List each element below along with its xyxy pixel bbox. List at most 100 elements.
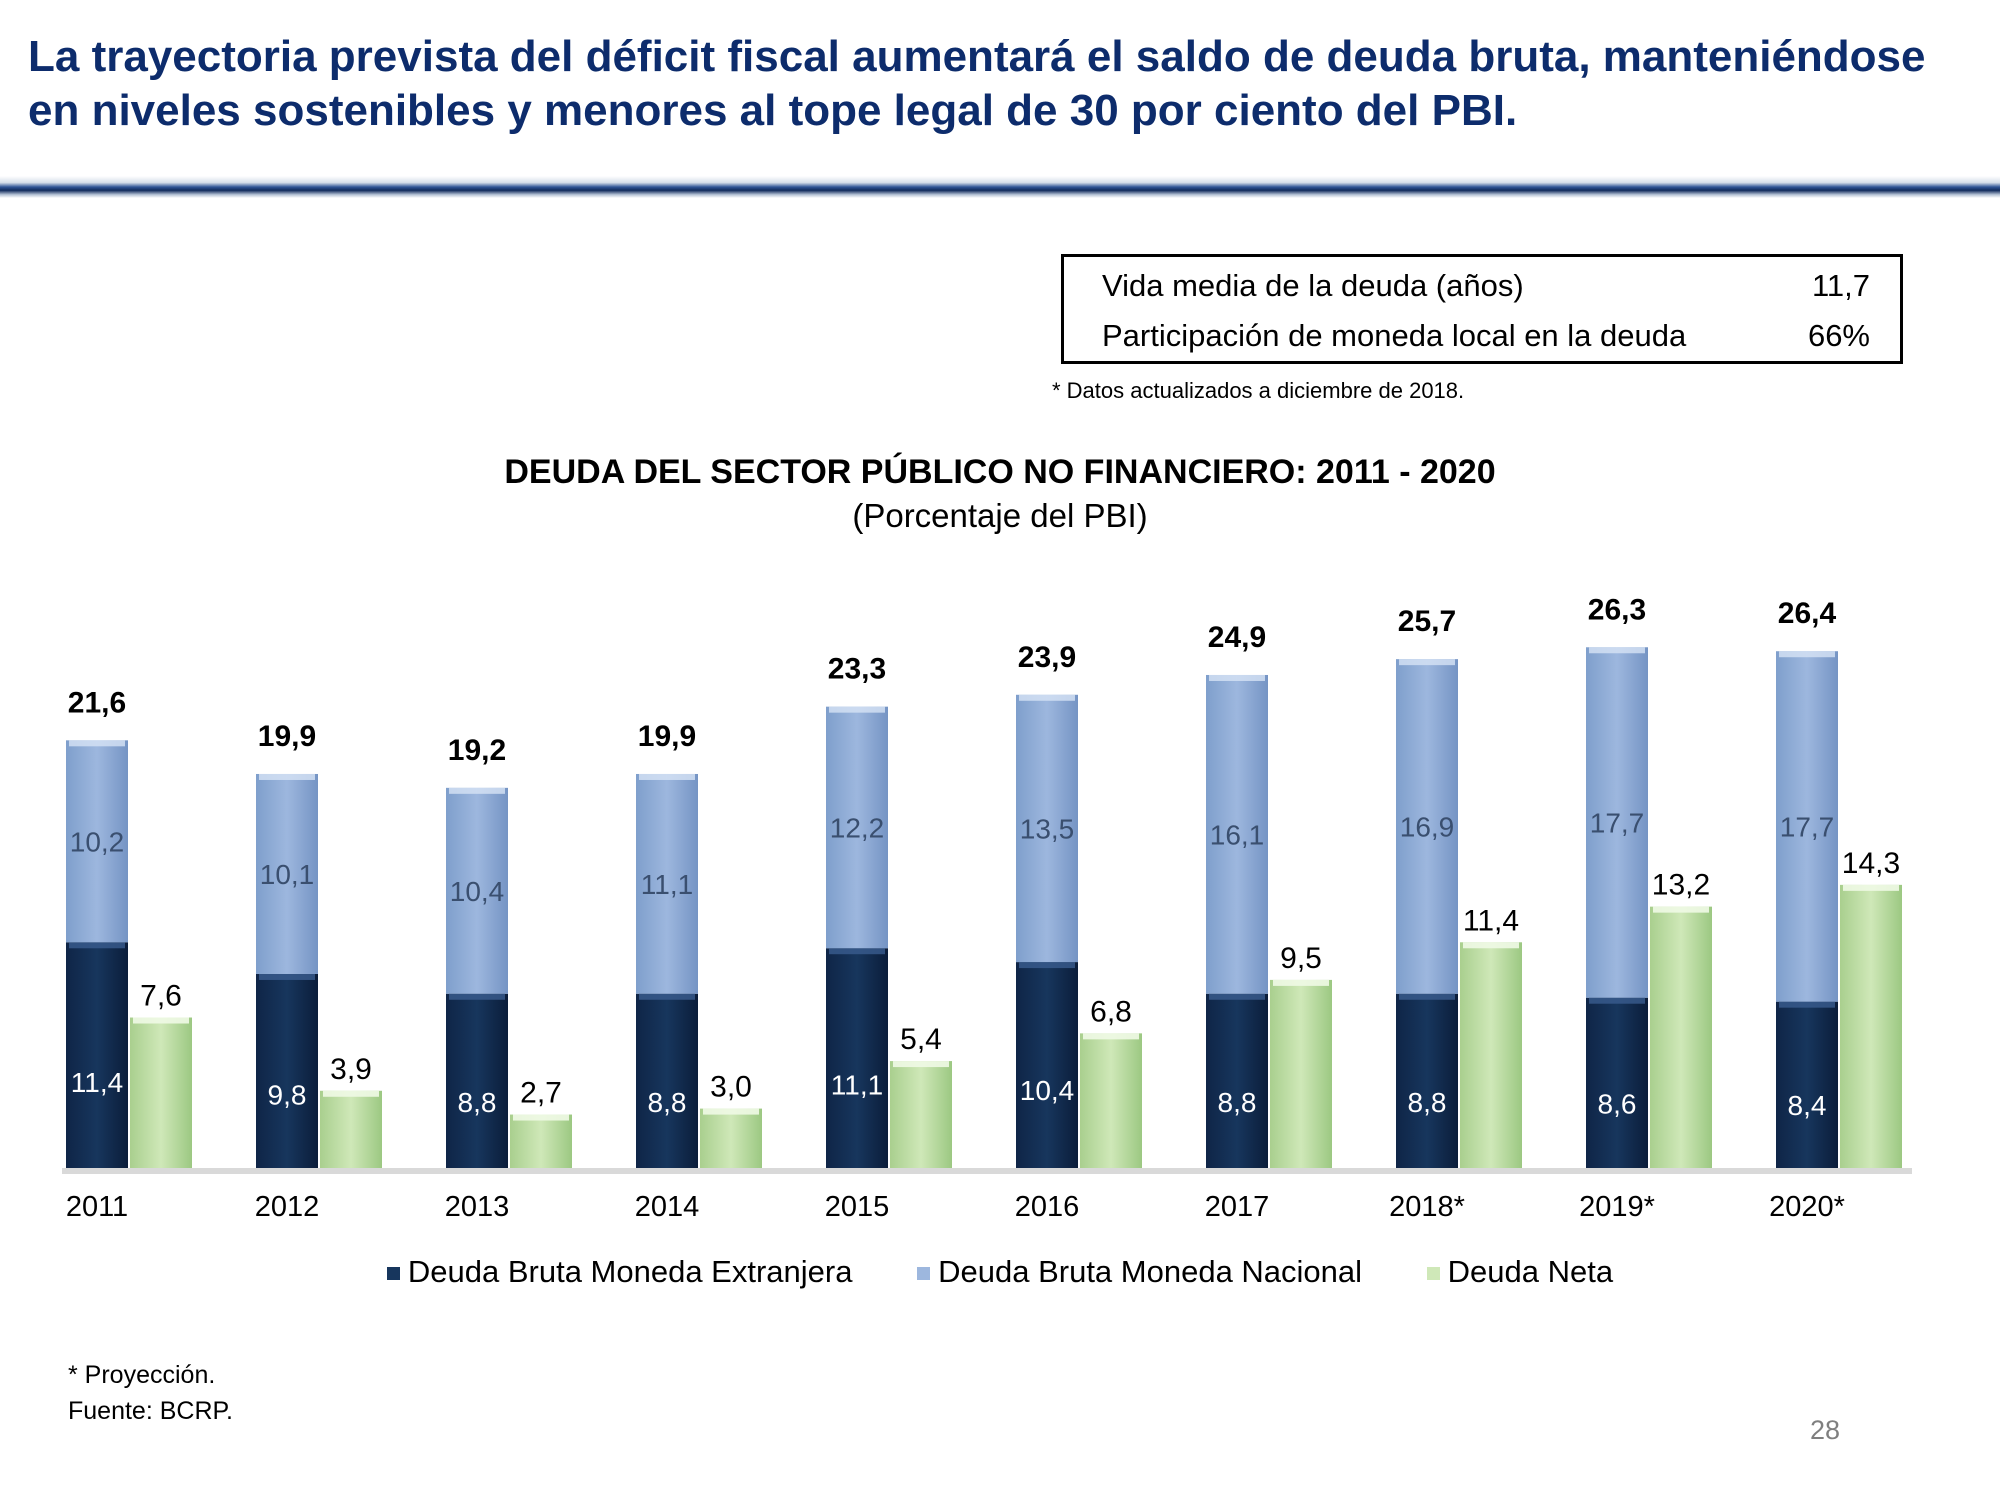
info-row-label: Participación de moneda local en la deud… — [1102, 318, 1687, 353]
data-label-extranjera: 10,4 — [1020, 1075, 1075, 1106]
bar-extranjera-bevel — [1779, 1001, 1835, 1008]
bar-neta — [700, 1108, 762, 1168]
data-label-extranjera: 11,4 — [71, 1067, 123, 1098]
chart-title: DEUDA DEL SECTOR PÚBLICO NO FINANCIERO: … — [504, 453, 1496, 491]
data-label-nacional: 10,1 — [260, 859, 315, 890]
x-tick-label: 2015 — [825, 1191, 890, 1223]
x-tick-label: 2011 — [66, 1191, 128, 1223]
bar-extranjera-bevel — [639, 993, 695, 1000]
bar-nacional — [1016, 694, 1078, 963]
stack-total-label: 26,4 — [1778, 597, 1837, 630]
bar-extranjera — [1016, 962, 1078, 1168]
data-label-nacional: 13,5 — [1020, 813, 1075, 844]
bar-neta-bevel — [1083, 1033, 1139, 1040]
info-row-average-life: Vida media de la deuda (años) 11,7 — [1102, 261, 1870, 311]
bar-nacional — [826, 706, 888, 949]
legend-swatch-nacional — [917, 1267, 931, 1281]
bar-extranjera — [1586, 997, 1648, 1168]
bar-neta-bevel — [1463, 942, 1519, 949]
bar-neta — [1080, 1033, 1142, 1168]
bar-extranjera — [446, 993, 508, 1168]
bar-neta — [320, 1090, 382, 1168]
bar-neta — [1650, 906, 1712, 1168]
bar-nacional — [1206, 674, 1268, 994]
data-label-neta: 11,4 — [1463, 904, 1519, 937]
stack-total-label: 19,2 — [448, 734, 506, 767]
legend-swatch-neta — [1426, 1267, 1440, 1281]
bar-extranjera — [1776, 1001, 1838, 1168]
bar-extranjera-bevel — [1019, 962, 1075, 969]
debt-info-table: Vida media de la deuda (años) 11,7 Parti… — [1061, 254, 1903, 364]
data-label-nacional: 16,1 — [1210, 819, 1265, 850]
legend-item-nacional: Deuda Bruta Moneda Nacional — [917, 1254, 1362, 1290]
bar-neta-bevel — [323, 1090, 379, 1097]
x-tick-label: 2012 — [255, 1191, 320, 1223]
bar-neta — [130, 1017, 192, 1168]
title-divider — [0, 176, 2000, 198]
stack-total-label: 19,9 — [638, 720, 696, 753]
bar-nacional-bevel — [449, 787, 505, 794]
x-tick-label: 2016 — [1015, 1191, 1080, 1223]
bar-neta — [1840, 884, 1902, 1168]
bar-neta — [1270, 979, 1332, 1168]
stack-total-label: 19,9 — [258, 720, 316, 753]
data-label-neta: 7,6 — [140, 980, 182, 1013]
bar-nacional — [256, 773, 318, 974]
bar-extranjera — [636, 993, 698, 1168]
bar-nacional-bevel — [639, 773, 695, 780]
x-tick-label: 2019* — [1579, 1191, 1655, 1223]
bar-nacional — [66, 740, 128, 943]
debt-bar-chart: 11,4 10,2 7,6 21,6 2011 9,8 10,1 3,9 19,9 2012 8,8… — [62, 593, 1912, 1223]
data-label-neta: 3,9 — [330, 1053, 372, 1086]
bar-extranjera — [66, 942, 128, 1168]
bar-nacional-bevel — [1779, 651, 1835, 658]
data-label-neta: 5,4 — [900, 1023, 942, 1056]
bar-neta-bevel — [1843, 884, 1899, 891]
bar-neta — [1460, 942, 1522, 1168]
data-label-extranjera: 8,4 — [1788, 1090, 1827, 1121]
footnote-source: Fuente: BCRP. — [68, 1397, 233, 1425]
footnote: * Proyección. Fuente: BCRP. — [68, 1357, 233, 1429]
bar-nacional-bevel — [69, 740, 125, 747]
bar-nacional-bevel — [1399, 659, 1455, 666]
bar-extranjera-bevel — [829, 948, 885, 955]
stack-total-label: 26,3 — [1588, 593, 1646, 626]
data-label-nacional: 12,2 — [830, 812, 885, 843]
data-label-neta: 3,0 — [710, 1071, 752, 1104]
bar-neta-bevel — [133, 1017, 189, 1024]
bar-extranjera — [1206, 993, 1268, 1168]
stack-total-label: 23,3 — [828, 653, 886, 686]
bar-extranjera — [1396, 993, 1458, 1168]
data-label-extranjera: 11,1 — [831, 1069, 883, 1100]
data-label-neta: 2,7 — [520, 1077, 562, 1110]
data-label-nacional: 17,7 — [1780, 811, 1835, 842]
data-label-extranjera: 8,8 — [1218, 1087, 1257, 1118]
data-label-nacional: 11,1 — [641, 869, 693, 900]
data-label-extranjera: 8,8 — [458, 1087, 497, 1118]
bar-extranjera-bevel — [1589, 997, 1645, 1004]
bar-neta-bevel — [703, 1108, 759, 1115]
bar-neta-bevel — [1653, 906, 1709, 913]
bar-nacional-bevel — [1209, 674, 1265, 681]
stack-total-label: 23,9 — [1018, 641, 1076, 674]
chart-legend: Deuda Bruta Moneda Extranjera Deuda Brut… — [0, 1252, 2000, 1290]
data-label-nacional: 10,2 — [70, 826, 125, 857]
data-label-neta: 9,5 — [1280, 942, 1322, 975]
bar-extranjera — [256, 973, 318, 1168]
bar-nacional — [446, 787, 508, 994]
data-label-neta: 6,8 — [1090, 995, 1132, 1028]
data-label-extranjera: 8,6 — [1598, 1088, 1637, 1119]
stack-total-label: 21,6 — [68, 686, 126, 719]
bar-extranjera-bevel — [1399, 993, 1455, 1000]
chart-subtitle: (Porcentaje del PBI) — [852, 497, 1148, 534]
bar-neta-bevel — [893, 1061, 949, 1068]
bar-nacional-bevel — [1019, 694, 1075, 701]
slide-title: La trayectoria prevista del déficit fisc… — [28, 32, 1926, 135]
footnote-projection: * Proyección. — [68, 1361, 216, 1389]
x-tick-label: 2018* — [1389, 1191, 1465, 1223]
data-label-neta: 14,3 — [1842, 847, 1900, 880]
bar-extranjera-bevel — [69, 942, 125, 949]
bar-neta-bevel — [1273, 979, 1329, 986]
bar-nacional-bevel — [829, 706, 885, 713]
bar-neta — [510, 1114, 572, 1168]
